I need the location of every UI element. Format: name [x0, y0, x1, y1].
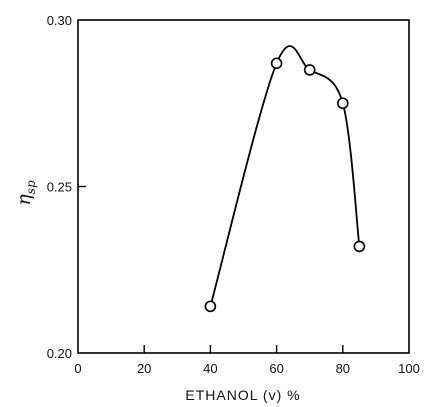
- plot-frame: [77, 19, 410, 354]
- x-tick-label: 20: [137, 361, 151, 376]
- x-tick-label: 100: [398, 361, 420, 376]
- data-point: [270, 57, 283, 70]
- y-axis-label-subscript: sp: [24, 180, 38, 194]
- y-axis-ticks: 0.20 0.25 0.30: [47, 13, 86, 361]
- y-tick-label: 0.20: [47, 346, 72, 361]
- data-point: [303, 64, 316, 76]
- data-points: [204, 57, 366, 313]
- x-axis-label: ETHANOL (v) %: [185, 387, 300, 403]
- data-point: [336, 97, 349, 110]
- data-point: [204, 300, 217, 313]
- x-tick-label: 0: [74, 361, 81, 376]
- series-curve: [209, 45, 361, 307]
- y-axis-label-symbol: η: [13, 194, 35, 206]
- y-axis-label: ηsp: [13, 180, 38, 206]
- x-tick-label: 80: [336, 361, 350, 376]
- y-tick-label: 0.30: [47, 13, 72, 28]
- data-point: [353, 240, 366, 253]
- x-tick-label: 40: [203, 361, 217, 376]
- y-tick-label: 0.25: [47, 180, 72, 195]
- x-axis-ticks: 0 20 40 60 80 100: [74, 345, 420, 376]
- x-tick-label: 60: [269, 361, 283, 376]
- svg-text:ηsp: ηsp: [13, 180, 38, 206]
